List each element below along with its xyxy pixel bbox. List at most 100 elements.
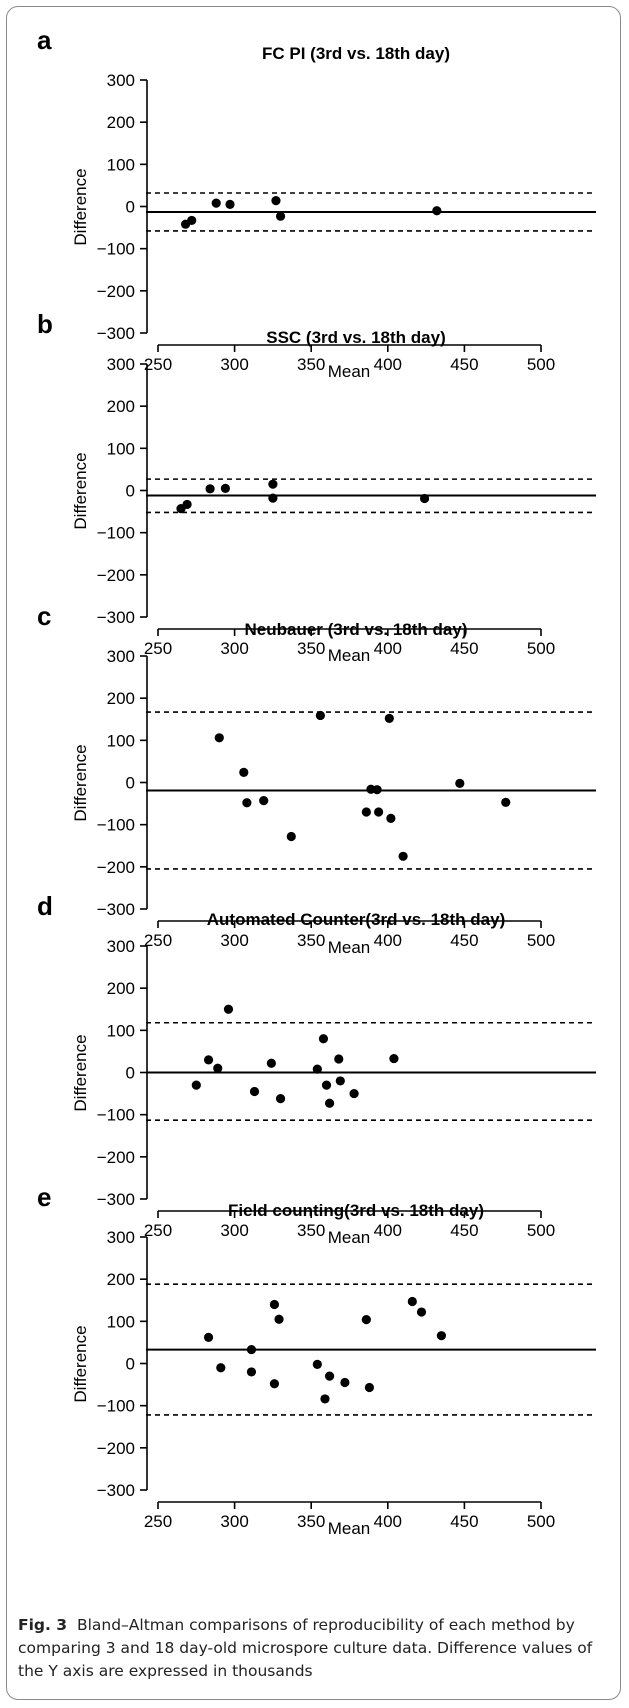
x-axis-label-d: Mean: [328, 1228, 371, 1247]
data-point-c: [259, 796, 269, 806]
x-tick-label-d: 450: [450, 1221, 478, 1240]
y-tick-label-c: −300: [97, 900, 135, 919]
x-tick-label-a: 300: [220, 355, 248, 374]
y-tick-label-c: −200: [97, 858, 135, 877]
data-point-c: [315, 710, 325, 721]
y-tick-label-a: −100: [97, 240, 135, 259]
y-tick-label-e: 300: [107, 1228, 135, 1247]
y-tick-label-e: −300: [97, 1481, 135, 1500]
panel-letter-d: d: [37, 891, 53, 921]
data-point-e: [216, 1363, 226, 1373]
data-point-d: [275, 1094, 286, 1104]
plot-title-c: Neubauer (3rd vs. 18th day): [245, 620, 468, 639]
x-tick-label-c: 400: [374, 931, 402, 950]
x-tick-label-a: 400: [374, 355, 402, 374]
x-axis-label-a: Mean: [328, 362, 371, 381]
x-tick-label-a: 250: [144, 355, 172, 374]
y-tick-label-a: 100: [107, 155, 135, 174]
y-tick-label-b: 0: [126, 482, 135, 501]
x-tick-label-e: 250: [144, 1512, 172, 1531]
x-axis-label-b: Mean: [328, 646, 371, 665]
x-tick-label-b: 350: [297, 639, 325, 658]
x-tick-label-e: 350: [297, 1512, 325, 1531]
y-tick-label-d: 200: [107, 979, 135, 998]
y-tick-label-e: −200: [97, 1439, 135, 1458]
data-point-d: [213, 1063, 223, 1073]
data-point-d: [312, 1064, 322, 1074]
panel-letter-c: c: [37, 601, 51, 631]
data-point-d: [318, 1034, 329, 1044]
data-point-a: [187, 215, 197, 226]
y-tick-label-c: 200: [107, 689, 135, 708]
x-tick-label-a: 500: [527, 355, 555, 374]
y-tick-label-a: 200: [107, 113, 135, 132]
y-tick-label-d: −200: [97, 1148, 135, 1167]
y-tick-label-a: 300: [107, 71, 135, 90]
plot-title-a: FC PI (3rd vs. 18th day): [262, 44, 450, 63]
data-point-e: [274, 1314, 284, 1324]
data-point-c: [374, 807, 384, 817]
y-tick-label-e: −100: [97, 1397, 135, 1416]
x-tick-label-d: 400: [374, 1221, 402, 1240]
y-tick-label-e: 100: [107, 1312, 135, 1331]
data-point-e: [312, 1359, 322, 1369]
x-tick-label-e: 450: [450, 1512, 478, 1531]
panel-letter-e: e: [37, 1182, 51, 1212]
y-axis-label-c: Difference: [71, 744, 90, 821]
x-tick-label-d: 250: [144, 1221, 172, 1240]
y-tick-label-b: −300: [97, 608, 135, 627]
x-tick-label-b: 450: [450, 639, 478, 658]
data-point-d: [321, 1080, 332, 1090]
data-point-b: [268, 493, 278, 503]
data-point-e: [436, 1331, 447, 1341]
data-point-c: [239, 767, 249, 777]
x-tick-label-d: 350: [297, 1221, 325, 1240]
data-point-c: [384, 713, 394, 724]
x-axis-label-c: Mean: [328, 938, 371, 957]
x-axis-label-e: Mean: [328, 1519, 371, 1538]
y-axis-label-b: Difference: [71, 452, 90, 529]
data-point-d: [223, 1004, 234, 1014]
data-point-d: [389, 1053, 399, 1064]
y-tick-label-d: 300: [107, 937, 135, 956]
caption-text: Bland–Altman comparisons of reproducibil…: [18, 1616, 593, 1680]
data-point-e: [416, 1307, 427, 1317]
data-point-b: [182, 499, 192, 510]
plot-title-e: Field counting(3rd vs. 18th day): [228, 1201, 484, 1220]
y-tick-label-e: 200: [107, 1270, 135, 1289]
data-point-d: [266, 1058, 276, 1068]
data-point-e: [340, 1377, 350, 1388]
figure-caption: Fig. 3 Bland–Altman comparisons of repro…: [18, 1614, 614, 1683]
x-tick-label-b: 500: [527, 639, 555, 658]
y-tick-label-d: 100: [107, 1021, 135, 1040]
data-point-d: [349, 1088, 359, 1099]
y-tick-label-c: 0: [126, 774, 135, 793]
data-point-c: [455, 778, 465, 788]
data-point-e: [407, 1296, 417, 1307]
x-tick-label-a: 450: [450, 355, 478, 374]
data-point-c: [361, 807, 371, 817]
plot-title-b: SSC (3rd vs. 18th day): [266, 328, 446, 347]
data-point-e: [246, 1344, 257, 1355]
data-point-a: [211, 198, 221, 208]
data-point-e: [361, 1315, 371, 1325]
y-axis-label-a: Difference: [71, 168, 90, 245]
y-tick-label-d: −300: [97, 1190, 135, 1209]
data-point-e: [203, 1332, 214, 1342]
data-point-e: [320, 1394, 330, 1404]
data-point-d: [335, 1076, 345, 1086]
data-point-a: [432, 206, 442, 216]
data-point-a: [275, 211, 286, 221]
data-point-c: [372, 785, 382, 795]
data-point-e: [364, 1382, 375, 1393]
data-point-e: [269, 1299, 280, 1310]
x-tick-label-e: 400: [374, 1512, 402, 1531]
data-point-c: [214, 733, 224, 743]
y-tick-label-b: −200: [97, 566, 135, 585]
caption-figure-label: Fig. 3: [18, 1616, 68, 1634]
figure-frame: [6, 6, 621, 1700]
data-point-d: [334, 1054, 344, 1064]
y-tick-label-d: −100: [97, 1106, 135, 1125]
y-tick-label-b: 300: [107, 355, 135, 374]
data-point-c: [286, 831, 296, 842]
